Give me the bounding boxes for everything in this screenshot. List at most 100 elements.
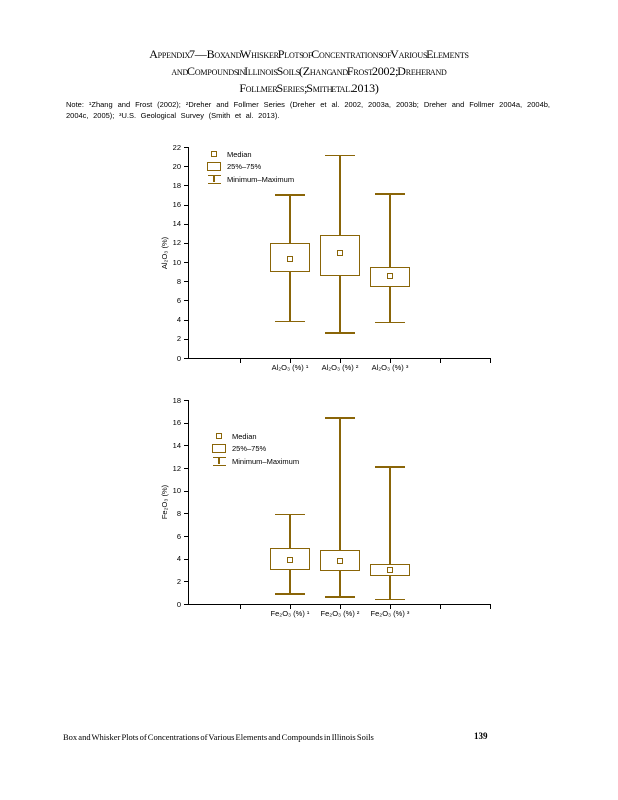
y-tick-label: 4 [176,315,181,325]
box-range-icon [212,444,226,454]
y-tick-label: 14 [172,219,181,229]
median-marker [387,567,393,573]
whisker-cap-max [325,154,355,157]
legend: Median 25%–75% Minimum–Maximum [205,148,294,186]
footnote-line-2: 2004c, 2005); ³U.S. Geological Survey (S… [66,110,280,120]
whisker-cap-max [275,513,305,516]
x-tick [340,359,341,363]
y-tick-label: 6 [176,531,181,541]
legend-item: 25%–75% [205,161,294,174]
x-axis [188,358,491,359]
whisker-line [389,466,391,600]
legend-marker [210,456,228,466]
y-tick-label: 6 [176,295,181,305]
y-tick [184,338,188,340]
y-tick [184,185,188,187]
legend-item: Median [210,430,299,443]
y-tick-label: 8 [176,508,181,518]
legend-label: 25%–75% [232,444,267,454]
title-line-1: Appendix 7—Box and Whisker Plots of Conc… [149,47,469,61]
y-axis-title: Al₂O₃ (%) [160,236,169,269]
whisker-cap-min [275,593,305,595]
page-number: 139 [474,731,488,741]
y-tick [184,262,188,264]
x-tick [490,359,491,363]
y-tick-label: 2 [176,576,181,586]
y-tick [184,300,188,302]
title-line-3: Follmer Series; Smith et al. 2013) [239,81,379,95]
whisker-cap-min [275,320,305,323]
whisker-cap-min [325,596,355,598]
whisker-line [389,193,391,323]
legend-item: 25%–75% [210,443,299,456]
y-tick-label: 0 [176,599,181,609]
x-category-label: Fe₂O₃ (%) ³ [370,609,410,618]
legend-label: 25%–75% [227,162,262,172]
footnote-line-1: Note: ¹Zhang and Frost (2002); ²Dreher a… [66,100,550,109]
y-tick-label: 22 [172,142,181,152]
y-tick [184,490,188,492]
median-marker [337,250,343,257]
y-tick [184,204,188,206]
y-tick [184,281,188,283]
whisker-cap-max [325,417,355,419]
y-tick-label: 12 [172,463,181,473]
median-marker [387,272,393,279]
y-tick [184,166,188,168]
y-tick [184,604,188,605]
y-tick [184,468,188,469]
whisker-cap-max [375,466,405,468]
whisker-cap-max [275,194,305,196]
running-footer: Box and Whisker Plots of Concentrations … [63,732,374,742]
box-range-icon [207,162,221,172]
al2o3-boxplot-chart: 0 2 4 6 8 10 12 14 16 18 20 22 Al₂O₃ (%) ¹ Al₂O₃ (%) … [150,140,518,386]
y-tick-label: 8 [176,276,181,286]
legend-item: Median [205,148,294,161]
median-marker [337,557,343,564]
y-tick-label: 16 [172,418,181,428]
y-tick-label: 10 [172,257,181,267]
x-tick [240,605,241,609]
y-tick-label: 20 [172,161,181,171]
y-tick [184,147,188,148]
legend-marker [205,151,223,158]
y-tick-label: 4 [176,554,181,564]
legend-label: Median [232,431,257,441]
title-line-2: and Compounds in Illinois Soils (Zhang a… [171,64,447,78]
legend-label: Median [227,149,252,159]
y-tick-label: 12 [172,238,181,248]
y-tick [184,358,188,359]
y-axis [188,400,189,605]
legend-marker [210,433,228,440]
y-tick [184,513,188,515]
whisker-line [339,418,341,598]
legend: Median 25%–75% Minimum–Maximum [210,430,299,468]
y-tick [184,445,188,447]
x-tick [390,359,391,363]
whisker-cap-min [375,598,405,601]
y-axis-title: Fe₂O₃ (%) [160,484,169,520]
x-tick [440,359,441,363]
y-tick-label: 18 [172,180,181,190]
legend-marker [210,444,228,454]
minmax-range-icon [207,174,221,184]
y-tick [184,400,188,401]
y-tick [184,558,188,560]
x-tick [240,359,241,363]
y-tick [184,581,188,583]
legend-marker [205,162,223,172]
whisker-cap-min [325,332,355,334]
median-marker-icon [211,151,217,158]
whisker-cap-max [375,193,405,195]
y-tick [184,319,188,321]
y-axis [188,147,189,359]
footnote-block: Note: ¹Zhang and Frost (2002); ²Dreher a… [66,100,550,121]
x-tick [290,359,291,363]
median-marker [287,256,293,263]
legend-marker [205,174,223,184]
legend-label: Minimum–Maximum [227,174,295,184]
y-tick-label: 14 [172,440,181,450]
y-tick-label: 0 [176,353,181,363]
x-axis [188,604,491,605]
y-tick [184,422,188,424]
